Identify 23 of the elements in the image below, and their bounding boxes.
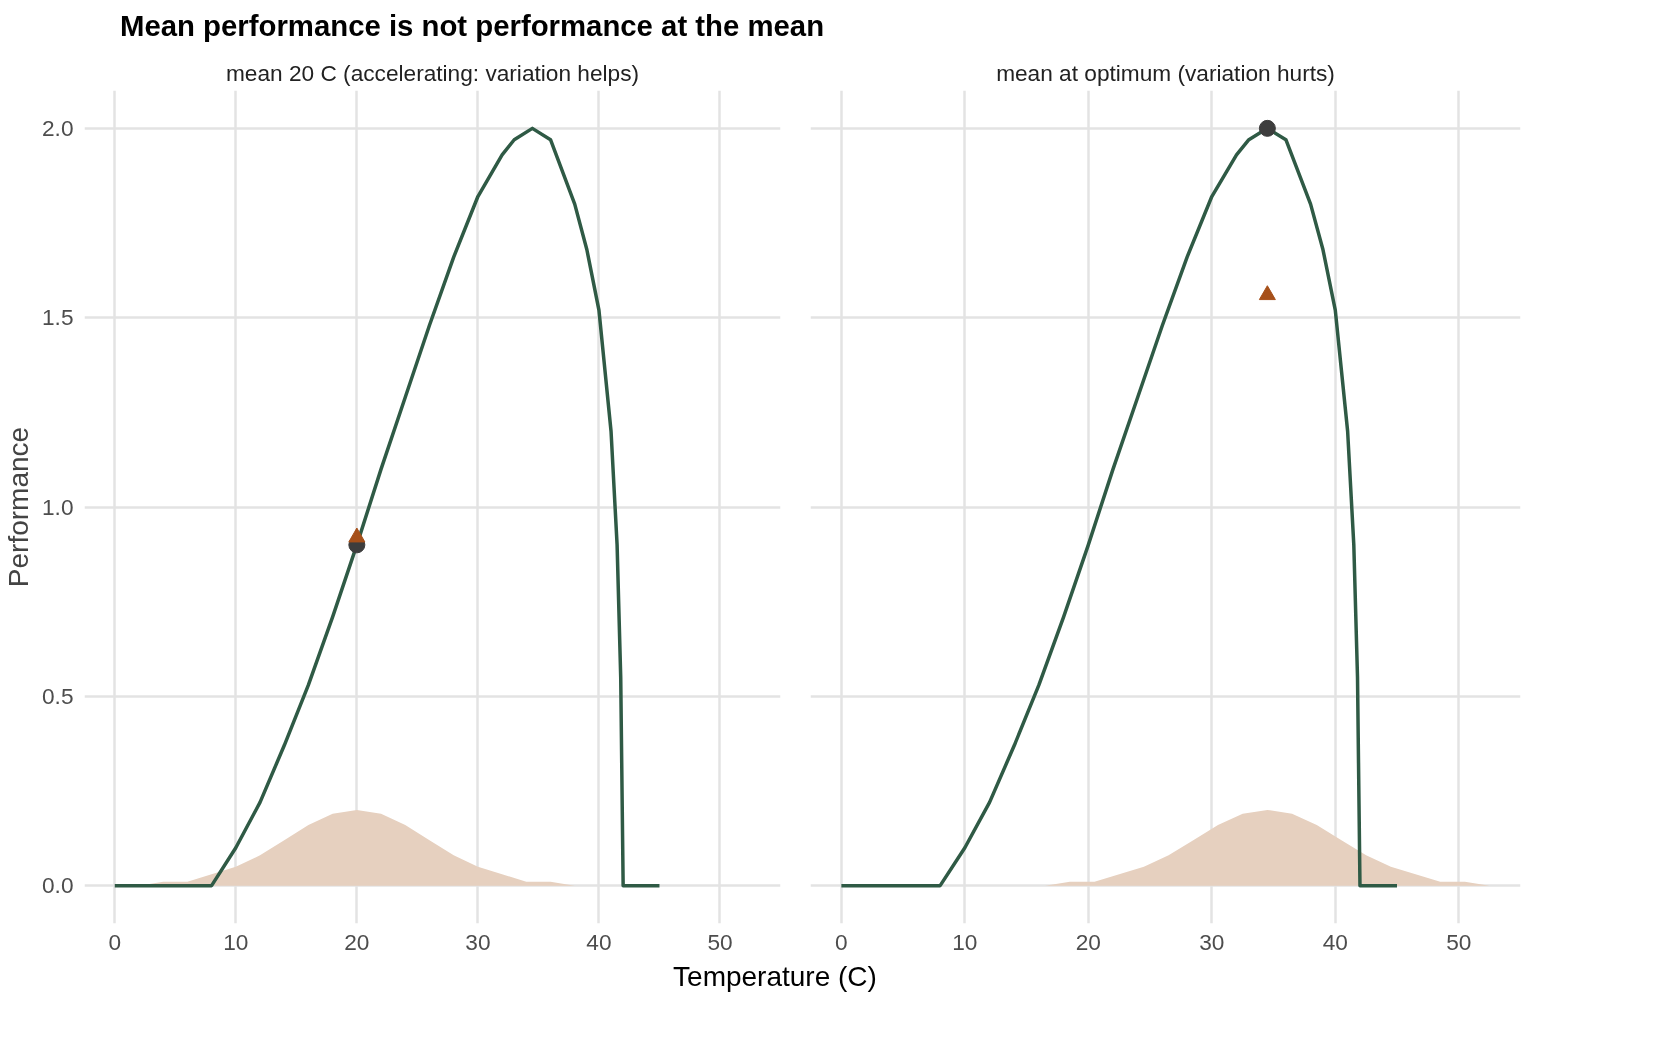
- x-tick-label: 40: [1322, 928, 1348, 955]
- y-tick-label: 0.0: [42, 872, 74, 899]
- x-tick-label: 40: [586, 928, 612, 955]
- y-tick-label: 0.5: [42, 682, 74, 709]
- x-tick-label: 20: [344, 928, 370, 955]
- x-tick-label: 50: [707, 928, 733, 955]
- x-tick-label: 30: [1199, 928, 1225, 955]
- x-tick-label: 0: [108, 928, 122, 955]
- x-tick-label: 10: [223, 928, 249, 955]
- chart-title: Mean performance is not performance at the mean: [120, 8, 825, 44]
- y-tick-label: 2.0: [42, 114, 74, 141]
- y-tick-label: 1.5: [42, 304, 74, 331]
- line-series: [113, 126, 662, 888]
- x-tick-label: 10: [952, 928, 978, 955]
- x-tick-label: 30: [465, 928, 491, 955]
- x-axis-title: Temperature (C): [673, 959, 877, 994]
- x-tick-label: 50: [1446, 928, 1472, 955]
- x-tick-label: 0: [835, 928, 848, 955]
- chart-subtitle: mean at optimum (variation hurts): [996, 59, 1335, 86]
- x-tick-label: 20: [1075, 928, 1101, 955]
- y-axis-title: Performance: [3, 426, 34, 588]
- y-tick-label: 1.0: [42, 493, 74, 520]
- chart-subtitle: mean 20 C (accelerating: variation helps): [225, 59, 640, 86]
